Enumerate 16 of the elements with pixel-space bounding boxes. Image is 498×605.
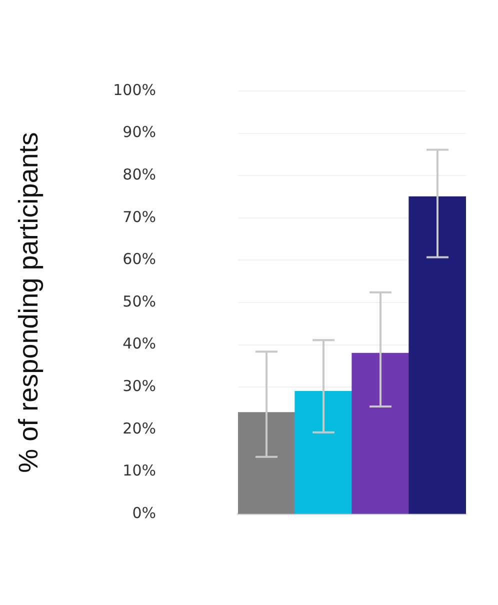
y-tick-label: 100%: [113, 80, 156, 99]
y-tick-label: 60%: [122, 250, 156, 268]
bar: [352, 352, 410, 514]
bar: [408, 196, 466, 514]
y-axis-title: % of responding participants: [14, 132, 44, 473]
y-tick-label: 50%: [122, 292, 156, 310]
y-tick-label: 90%: [122, 123, 156, 142]
y-tick-label: 30%: [122, 376, 156, 395]
y-tick-label: 10%: [122, 462, 156, 480]
y-tick-label: 70%: [122, 208, 156, 226]
y-tick-label: 0%: [132, 504, 156, 522]
bar: [238, 412, 296, 514]
bar: [294, 391, 352, 514]
y-tick-label: 80%: [122, 165, 156, 184]
y-tick-label: 20%: [122, 419, 156, 438]
y-tick-label: 40%: [122, 334, 156, 353]
